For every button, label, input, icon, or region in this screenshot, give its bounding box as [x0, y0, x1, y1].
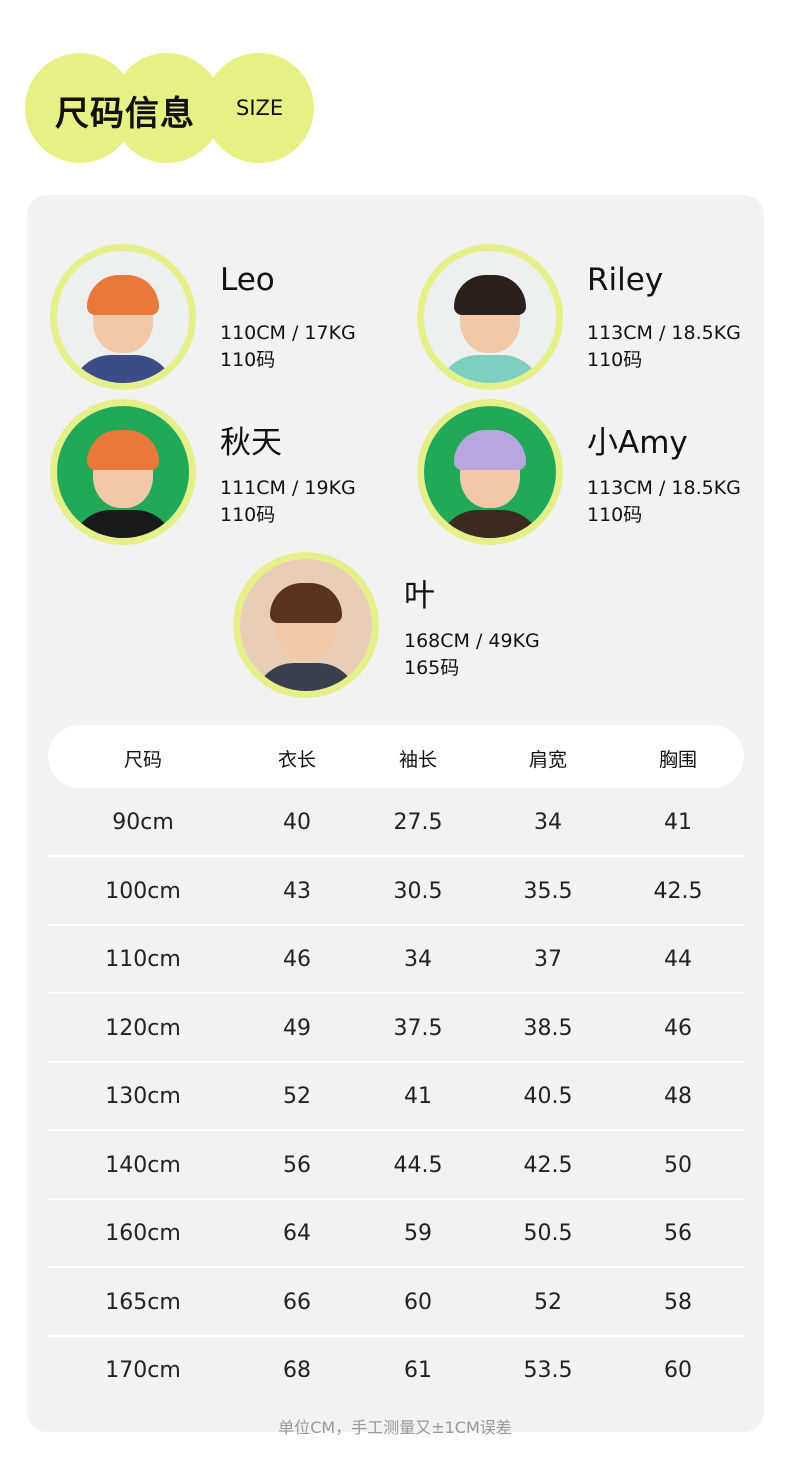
model-stats: 113CM / 18.5KG [587, 322, 741, 344]
model-size: 165码 [404, 657, 460, 679]
table-row: 170cm 68 61 53.5 60 [48, 1336, 744, 1405]
row-divider [48, 1129, 744, 1131]
page-subtitle: SIZE [236, 96, 284, 120]
measurement-note: 单位CM，手工测量又±1CM误差 [278, 1418, 512, 1437]
row-divider [48, 1266, 744, 1268]
table-cell: 40 [283, 810, 311, 835]
table-cell: 53.5 [523, 1358, 573, 1383]
header-circle [112, 53, 222, 163]
table-cell: 44 [664, 947, 692, 972]
table-cell: 130cm [105, 1084, 181, 1109]
model-avatar [233, 552, 379, 698]
table-cell: 27.5 [393, 810, 443, 835]
table-cell: 61 [404, 1358, 432, 1383]
model-name: 叶 [404, 578, 435, 614]
table-cell: 165cm [105, 1289, 181, 1315]
table-cell: 35.5 [523, 878, 573, 904]
model-stats: 111CM / 19KG [220, 477, 356, 499]
row-divider [48, 1334, 744, 1337]
model-stats: 113CM / 18.5KG [587, 477, 741, 499]
table-cell: 50 [664, 1152, 692, 1178]
table-cell: 66 [283, 1289, 311, 1315]
table-cell: 100cm [105, 878, 181, 904]
column-header: 衣长 [277, 749, 316, 771]
table-row: 120cm 49 37.5 38.5 46 [48, 994, 744, 1063]
table-cell: 30.5 [393, 878, 443, 904]
column-header: 肩宽 [528, 749, 567, 771]
table-cell: 60 [404, 1289, 432, 1315]
table-cell: 120cm [105, 1015, 181, 1041]
row-divider [48, 992, 744, 994]
model-stats: 110CM / 17KG [220, 322, 356, 344]
table-cell: 37 [534, 947, 562, 972]
row-divider [48, 1060, 744, 1063]
table-row: 100cm 43 30.5 35.5 42.5 [48, 857, 744, 926]
table-cell: 90cm [112, 810, 174, 835]
table-cell: 50.5 [523, 1221, 573, 1246]
table-row: 165cm 66 60 52 58 [48, 1268, 744, 1337]
table-cell: 110cm [105, 947, 181, 972]
table-cell: 46 [664, 1015, 692, 1041]
table-cell: 59 [404, 1221, 432, 1246]
row-divider [48, 1197, 744, 1200]
table-cell: 41 [664, 810, 692, 835]
table-row: 130cm 52 41 40.5 48 [48, 1062, 744, 1131]
model-size: 110码 [587, 504, 643, 526]
table-cell: 40.5 [523, 1084, 573, 1109]
table-cell: 48 [664, 1084, 692, 1109]
table-cell: 41 [404, 1084, 432, 1109]
model-size: 110码 [587, 349, 643, 371]
page-title: 尺码信息 [55, 94, 195, 134]
table-cell: 56 [664, 1221, 692, 1246]
model-stats: 168CM / 49KG [404, 630, 540, 652]
table-row: 90cm 40 27.5 34 41 [48, 788, 744, 857]
model-avatar [417, 399, 563, 545]
model-name: Leo [220, 262, 275, 298]
table-cell: 64 [283, 1221, 311, 1246]
table-cell: 34 [404, 947, 432, 972]
model-avatar [417, 244, 563, 390]
table-cell: 58 [664, 1289, 692, 1315]
table-cell: 160cm [105, 1221, 181, 1246]
table-cell: 38.5 [523, 1015, 573, 1041]
table-cell: 46 [283, 947, 311, 972]
table-row: 160cm 64 59 50.5 56 [48, 1199, 744, 1268]
model-size: 110码 [220, 504, 276, 526]
model-name: 秋天 [220, 425, 282, 461]
table-cell: 42.5 [523, 1152, 573, 1178]
table-cell: 68 [283, 1358, 311, 1383]
row-divider [48, 923, 744, 926]
table-cell: 56 [283, 1152, 311, 1178]
table-cell: 44.5 [393, 1152, 443, 1178]
table-row: 140cm 56 44.5 42.5 50 [48, 1131, 744, 1200]
row-divider [48, 855, 744, 857]
model-avatar [50, 399, 196, 545]
table-row: 110cm 46 34 37 44 [48, 925, 744, 994]
table-cell: 52 [534, 1289, 562, 1315]
table-cell: 52 [283, 1084, 311, 1109]
column-header: 胸围 [658, 749, 697, 771]
table-cell: 49 [283, 1015, 311, 1041]
column-header: 袖长 [398, 749, 437, 771]
table-cell: 34 [534, 810, 562, 835]
column-header: 尺码 [123, 749, 162, 771]
table-cell: 42.5 [653, 878, 703, 904]
model-name: 小Amy [587, 425, 688, 461]
table-cell: 60 [664, 1358, 692, 1383]
table-cell: 43 [283, 878, 311, 904]
table-header: 尺码 衣长 袖长 肩宽 胸围 [48, 725, 744, 788]
model-size: 110码 [220, 349, 276, 371]
size-panel [27, 195, 764, 1432]
table-cell: 170cm [105, 1358, 181, 1383]
table-cell: 140cm [105, 1152, 181, 1178]
table-cell: 37.5 [393, 1015, 443, 1041]
model-name: Riley [587, 262, 664, 298]
model-avatar [50, 244, 196, 390]
header-circle [204, 53, 314, 163]
